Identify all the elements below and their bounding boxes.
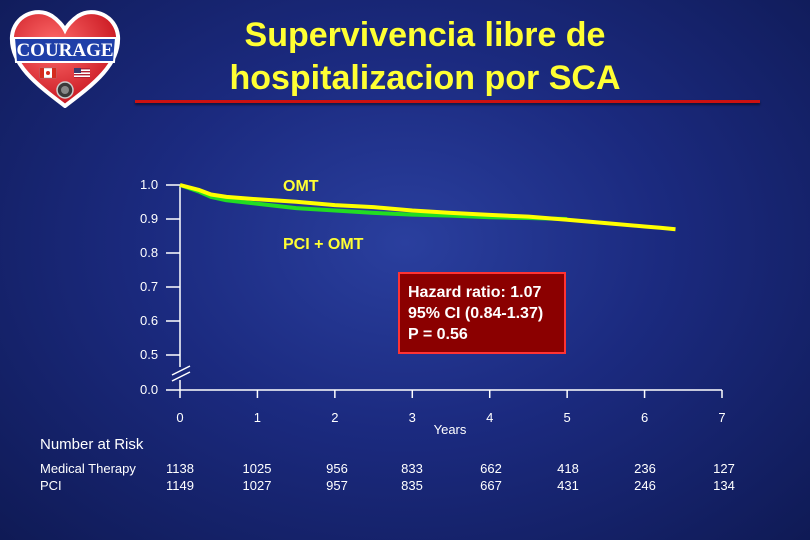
axis-break-mark bbox=[171, 371, 191, 382]
chart-series bbox=[179, 183, 676, 232]
x-tick-label: 3 bbox=[409, 410, 416, 425]
title-line-1: Supervivencia libre de bbox=[244, 16, 606, 54]
risk-cell: 127 bbox=[713, 461, 735, 476]
omt-series-line bbox=[179, 183, 676, 232]
y-tick-label: 0.7 bbox=[140, 279, 158, 294]
risk-cell: 1025 bbox=[242, 461, 272, 476]
y-tick-label: 0.9 bbox=[140, 211, 158, 226]
risk-cell: 667 bbox=[480, 478, 502, 493]
risk-cell: 134 bbox=[713, 478, 735, 493]
y-tick-label: 0.8 bbox=[140, 245, 158, 260]
axis-break-mark bbox=[171, 365, 191, 376]
x-tick-label: 1 bbox=[254, 410, 261, 425]
pci-series-line bbox=[179, 183, 568, 221]
chart-axes bbox=[171, 185, 722, 391]
y-tick-label: 0.6 bbox=[140, 313, 158, 328]
risk-cell: 1149 bbox=[166, 478, 194, 493]
risk-cell: 1138 bbox=[166, 461, 194, 476]
risk-cell: 957 bbox=[326, 478, 348, 493]
risk-cell: 431 bbox=[557, 478, 579, 493]
usa-flag-icon bbox=[74, 68, 90, 78]
omt-series-label: OMT bbox=[283, 178, 319, 195]
title-divider bbox=[135, 100, 760, 103]
risk-cell: 835 bbox=[401, 478, 423, 493]
title-line-2: hospitalizacion por SCA bbox=[229, 59, 621, 97]
page-title: Supervivencia libre de hospitalizacion p… bbox=[175, 14, 675, 100]
risk-cell: 418 bbox=[557, 461, 579, 476]
p-value-text: P = 0.56 bbox=[408, 326, 468, 343]
x-tick-label: 0 bbox=[176, 410, 183, 425]
y-tick-label: 0.0 bbox=[140, 382, 158, 397]
y-tick-label: 1.0 bbox=[140, 177, 158, 192]
risk-cell: 662 bbox=[480, 461, 502, 476]
x-tick-label: 4 bbox=[486, 410, 493, 425]
chart-ticks bbox=[166, 184, 723, 398]
pci-series-label: PCI + OMT bbox=[283, 236, 364, 253]
x-tick-label: 2 bbox=[331, 410, 338, 425]
x-tick-label: 7 bbox=[718, 410, 725, 425]
risk-cell: 1027 bbox=[242, 478, 272, 493]
svg-text:COURAGE: COURAGE bbox=[16, 40, 113, 61]
risk-row-label-pci: PCI bbox=[40, 478, 62, 493]
risk-row-label-medical: Medical Therapy bbox=[40, 461, 136, 476]
confidence-interval-text: 95% CI (0.84-1.37) bbox=[408, 305, 544, 322]
risk-cell: 246 bbox=[634, 478, 656, 493]
chart-labels: 1.0 0.9 0.8 0.7 0.6 0.5 0.0 0 1 2 3 4 5 6 7 Years OMT PCI… bbox=[140, 177, 726, 437]
risk-cell: 236 bbox=[634, 461, 656, 476]
hazard-ratio-text: Hazard ratio: 1.07 bbox=[408, 284, 542, 301]
hazard-ratio-box: Hazard ratio: 1.07 95% CI (0.84-1.37) P … bbox=[398, 272, 566, 354]
courage-logo: COURAGE bbox=[9, 10, 121, 108]
x-tick-label: 5 bbox=[564, 410, 571, 425]
risk-cell: 956 bbox=[326, 461, 348, 476]
x-tick-label: 6 bbox=[641, 410, 648, 425]
x-axis-label: Years bbox=[434, 422, 467, 437]
risk-table-title: Number at Risk bbox=[40, 436, 144, 453]
y-tick-label: 0.5 bbox=[140, 347, 158, 362]
risk-cell: 833 bbox=[401, 461, 423, 476]
